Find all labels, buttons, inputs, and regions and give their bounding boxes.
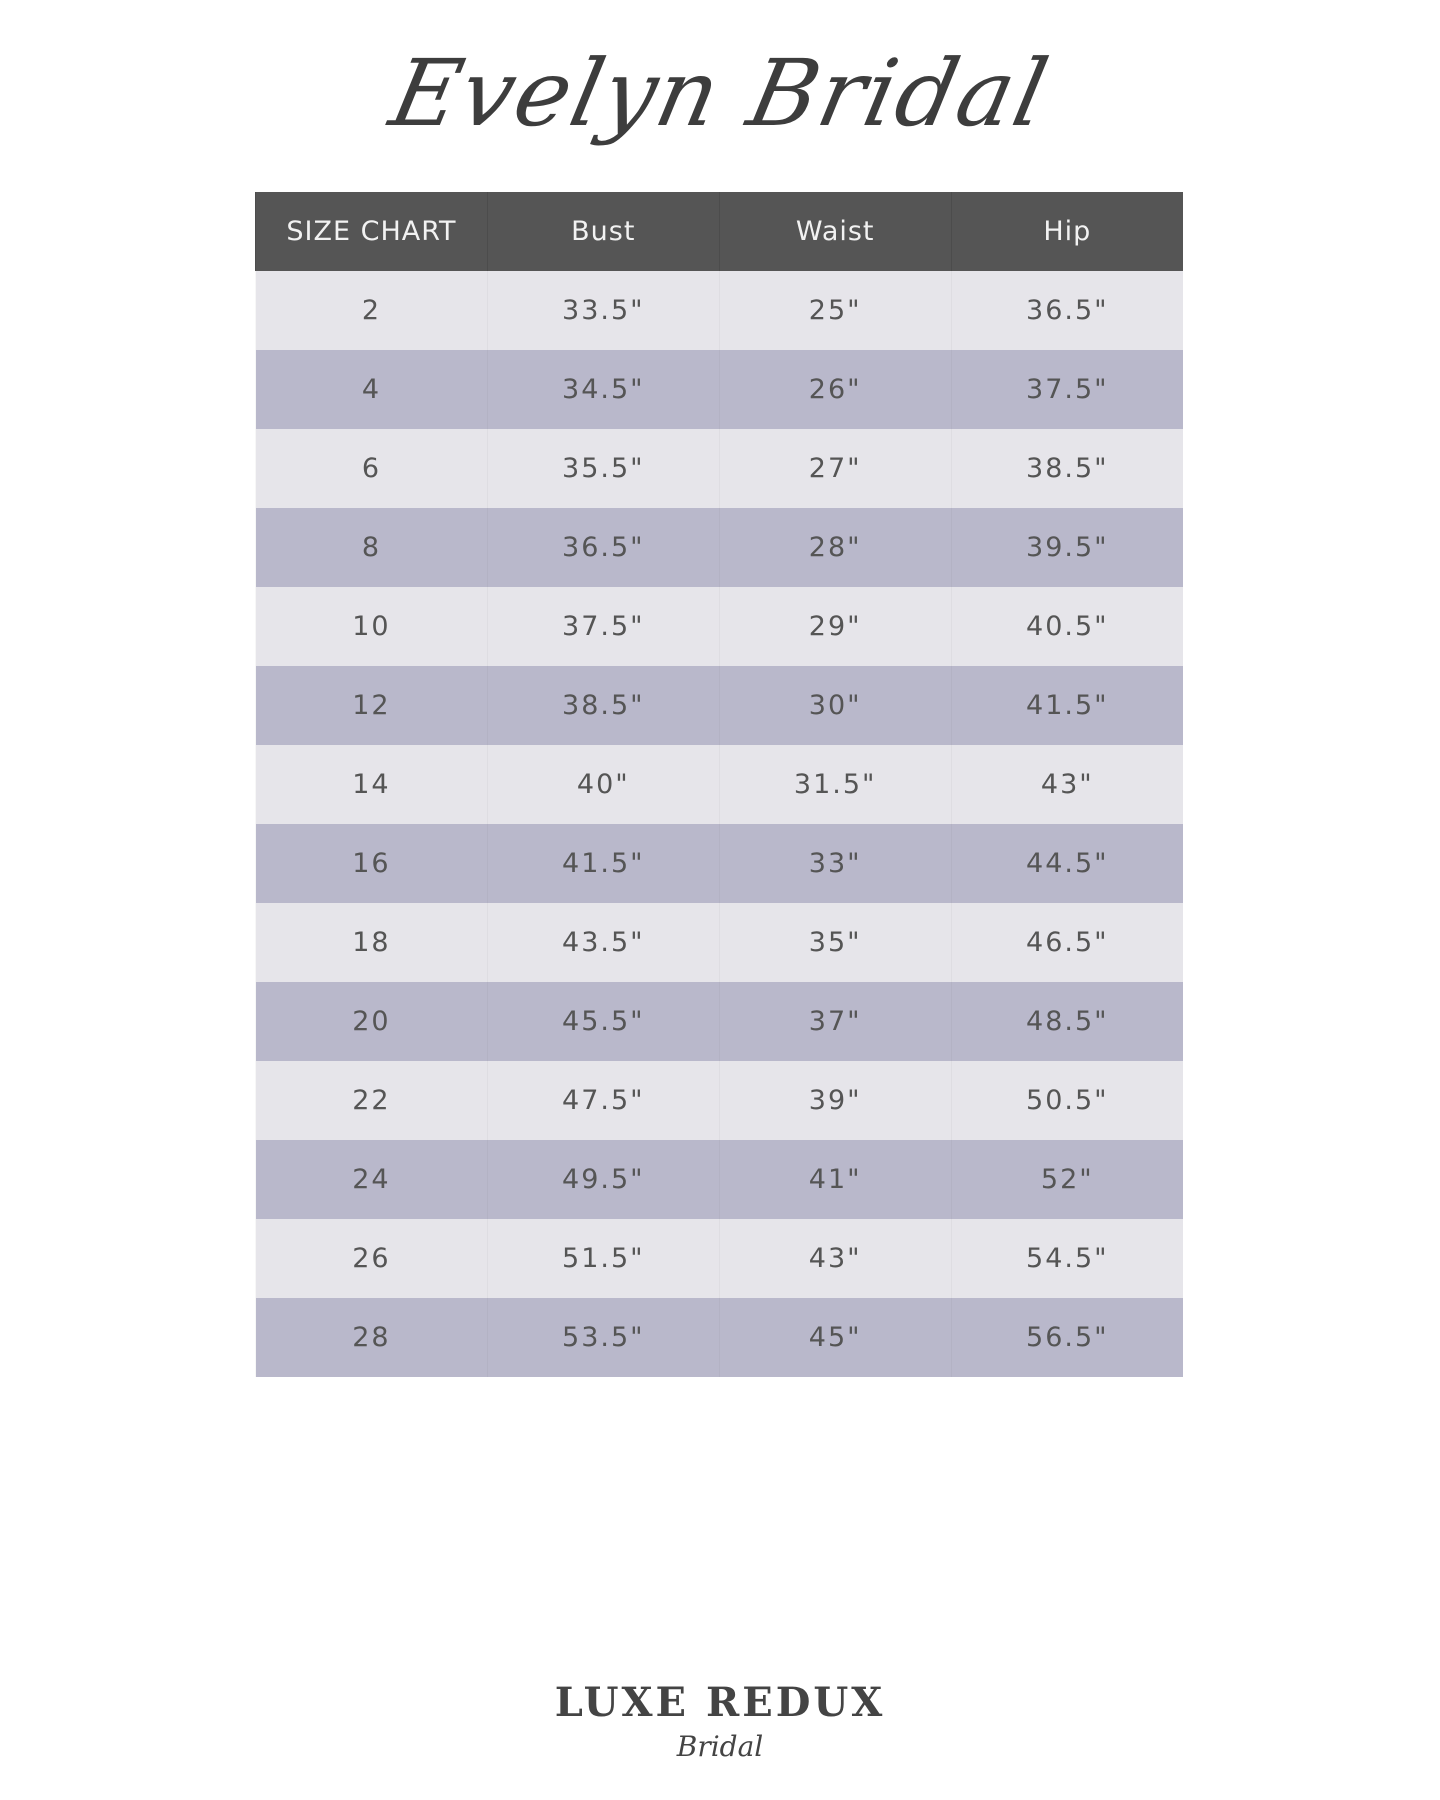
- table-cell: 40": [487, 745, 720, 824]
- table-cell: 26: [255, 1219, 488, 1298]
- table-cell: 43": [951, 745, 1183, 824]
- table-row: 2 33.5" 25" 36.5": [255, 271, 1183, 350]
- table-cell: 51.5": [487, 1219, 720, 1298]
- table-cell: 35.5": [487, 429, 720, 508]
- table-cell: 28: [255, 1298, 488, 1377]
- table-cell: 41": [719, 1140, 952, 1219]
- table-cell: 45": [719, 1298, 952, 1377]
- table-row: 6 35.5" 27" 38.5": [255, 429, 1183, 508]
- table-cell: 37": [719, 982, 952, 1061]
- table-cell: 18: [255, 903, 488, 982]
- table-cell: 37.5": [951, 350, 1183, 429]
- table-cell: 26": [719, 350, 952, 429]
- table-row: 26 51.5" 43" 54.5": [255, 1219, 1183, 1298]
- table-cell: 24: [255, 1140, 488, 1219]
- table-cell: 6: [255, 429, 488, 508]
- brand-title: Evelyn Bridal: [381, 40, 1059, 147]
- table-cell: 4: [255, 350, 488, 429]
- table-row: 10 37.5" 29" 40.5": [255, 587, 1183, 666]
- table-cell: 33": [719, 824, 952, 903]
- table-row: 24 49.5" 41" 52": [255, 1140, 1183, 1219]
- table-cell: 54.5": [951, 1219, 1183, 1298]
- table-cell: 14: [255, 745, 488, 824]
- table-cell: 27": [719, 429, 952, 508]
- table-cell: 38.5": [951, 429, 1183, 508]
- table-cell: 31.5": [719, 745, 952, 824]
- table-cell: 43": [719, 1219, 952, 1298]
- table-row: 14 40" 31.5" 43": [255, 745, 1183, 824]
- table-row: 16 41.5" 33" 44.5": [255, 824, 1183, 903]
- table-cell: 49.5": [487, 1140, 720, 1219]
- table-cell: 39.5": [951, 508, 1183, 587]
- table-cell: 8: [255, 508, 488, 587]
- table-row: 4 34.5" 26" 37.5": [255, 350, 1183, 429]
- table-cell: 53.5": [487, 1298, 720, 1377]
- table-cell: 10: [255, 587, 488, 666]
- table-cell: 44.5": [951, 824, 1183, 903]
- table-row: 20 45.5" 37" 48.5": [255, 982, 1183, 1061]
- table-cell: 47.5": [487, 1061, 720, 1140]
- table-cell: 39": [719, 1061, 952, 1140]
- table-row: 18 43.5" 35" 46.5": [255, 903, 1183, 982]
- column-header: Waist: [718, 192, 952, 271]
- table-cell: 43.5": [487, 903, 720, 982]
- table-cell: 45.5": [487, 982, 720, 1061]
- table-row: 22 47.5" 39" 50.5": [255, 1061, 1183, 1140]
- table-cell: 33.5": [487, 271, 720, 350]
- table-cell: 41.5": [487, 824, 720, 903]
- table-cell: 50.5": [951, 1061, 1183, 1140]
- table-cell: 34.5": [487, 350, 720, 429]
- logo-sub-text: Bridal: [676, 1730, 764, 1763]
- table-cell: 29": [719, 587, 952, 666]
- table-cell: 36.5": [951, 271, 1183, 350]
- table-cell: 40.5": [951, 587, 1183, 666]
- table-cell: 46.5": [951, 903, 1183, 982]
- column-header: Bust: [486, 192, 720, 271]
- table-cell: 22: [255, 1061, 488, 1140]
- table-header-row: SIZE CHART Bust Waist Hip: [255, 192, 1183, 271]
- table-cell: 37.5": [487, 587, 720, 666]
- size-chart-table: SIZE CHART Bust Waist Hip 2 33.5" 25" 36.5" 4 34…: [255, 192, 1183, 1377]
- table-cell: 2: [255, 271, 488, 350]
- table-cell: 41.5": [951, 666, 1183, 745]
- table-row: 28 53.5" 45" 56.5": [255, 1298, 1183, 1377]
- table-cell: 35": [719, 903, 952, 982]
- table-cell: 25": [719, 271, 952, 350]
- table-cell: 38.5": [487, 666, 720, 745]
- table-cell: 12: [255, 666, 488, 745]
- table-cell: 48.5": [951, 982, 1183, 1061]
- table-cell: 16: [255, 824, 488, 903]
- logo-main-text: LUXE REDUX: [554, 1679, 886, 1726]
- table-row: 12 38.5" 30" 41.5": [255, 666, 1183, 745]
- table-cell: 36.5": [487, 508, 720, 587]
- column-header: Hip: [950, 192, 1183, 271]
- table-cell: 30": [719, 666, 952, 745]
- table-cell: 20: [255, 982, 488, 1061]
- table-row: 8 36.5" 28" 39.5": [255, 508, 1183, 587]
- table-cell: 28": [719, 508, 952, 587]
- table-cell: 56.5": [951, 1298, 1183, 1377]
- table-cell: 52": [951, 1140, 1183, 1219]
- column-header: SIZE CHART: [255, 192, 488, 271]
- luxe-redux-logo: LUXE REDUX Bridal: [0, 1680, 1440, 1764]
